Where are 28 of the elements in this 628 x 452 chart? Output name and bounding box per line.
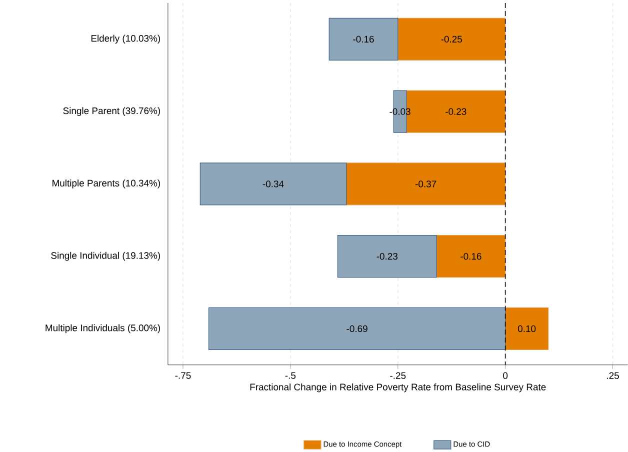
bar [398,18,506,60]
x-tick-label: .25 [607,372,619,379]
bar [328,18,398,60]
x-tick-label: -.25 [390,372,406,379]
bar [337,235,437,278]
x-tick-label: 0 [503,372,508,379]
data-label: -0.69 [346,325,368,332]
data-label: -0.23 [376,252,398,260]
data-label: -0.34 [262,180,284,188]
data-label: -0.16 [460,252,482,260]
data-label: -0.37 [415,180,436,188]
data-label: 0.10 [518,325,536,332]
bar [505,307,549,350]
y-tick-label: Multiple Individuals (5.00%) [46,324,160,334]
bar [436,235,506,278]
x-tick-label: -.75 [175,372,191,379]
bar [200,162,347,206]
x-tick-label: -.5 [285,372,296,379]
y-tick-label: Single Individual (19.13%) [51,252,160,261]
x-axis-title: Fractional Change in Relative Poverty Rate from Baseline Survey Rate [250,383,546,392]
bar [346,162,506,206]
y-tick-label: Single Parent (39.76%) [63,107,160,116]
data-label: -0.25 [441,36,462,43]
y-tick-label: Elderly (10.03%) [91,34,160,44]
data-label: -0.23 [446,108,466,115]
data-label: -0.16 [353,36,374,43]
y-tick-label: Multiple Parents (10.34%) [52,180,160,188]
bar [208,307,506,350]
